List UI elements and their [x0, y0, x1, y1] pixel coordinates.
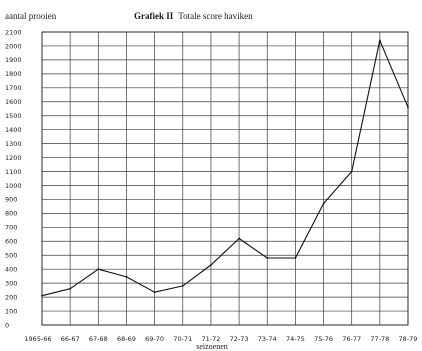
data-point	[97, 268, 100, 271]
y-tick-label: 1700	[5, 84, 22, 92]
y-tick-label: 900	[5, 196, 17, 204]
y-tick-label: 1600	[5, 98, 22, 106]
plot-frame	[41, 31, 409, 326]
y-tick-label: 1000	[5, 182, 22, 190]
x-tick-label: 69-70	[145, 335, 164, 343]
x-tick-labels: 1965-66 66-67 67-68 68-69 69-70 70-71 71-72 72-…	[24, 335, 417, 343]
x-axis-label: seizoenen	[196, 342, 228, 351]
y-tick-labels: 0 100 200 300 400 500 600 700 800 900 1000 1100 1200…	[5, 28, 22, 329]
x-tick-label: 70-71	[173, 335, 192, 343]
series-line	[41, 39, 409, 297]
data-point	[266, 257, 269, 259]
y-tick-label: 2000	[5, 42, 22, 50]
y-tick-label: 800	[5, 210, 17, 218]
x-tick-label: 71-72	[201, 335, 220, 343]
data-point	[210, 264, 212, 266]
data-point	[238, 237, 240, 240]
y-tick-label: 400	[5, 265, 17, 273]
grid	[41, 31, 409, 326]
y-tick-label: 200	[5, 293, 17, 301]
chart-title: Totale score haviken	[178, 11, 253, 21]
data-point	[153, 291, 156, 294]
chart-title-prefix: Grafiek II	[134, 11, 174, 21]
x-tick-label: 66-67	[61, 335, 80, 343]
x-tick-label: 72-73	[230, 335, 249, 343]
data-point	[69, 287, 72, 290]
x-tick-label: 78-79	[399, 335, 418, 343]
y-tick-label: 0	[5, 321, 9, 329]
y-tick-label: 1300	[5, 140, 22, 148]
data-point	[350, 170, 353, 173]
x-tick-label: 74-75	[286, 335, 305, 343]
x-tick-label: 75-76	[314, 335, 333, 343]
y-tick-label: 1500	[5, 112, 22, 120]
y-axis-label: aantal prooien	[5, 11, 57, 21]
y-tick-label: 1100	[5, 168, 22, 176]
data-point	[125, 275, 128, 278]
y-tick-label: 1400	[5, 126, 22, 134]
x-tick-label: 76-77	[342, 335, 361, 343]
y-tick-label: 600	[5, 238, 17, 246]
x-tick-label: 67-68	[89, 335, 108, 343]
y-tick-label: 300	[5, 279, 17, 287]
series-layer	[41, 39, 409, 297]
x-tick-label: 1965-66	[24, 335, 51, 343]
y-tick-label: 1900	[5, 56, 22, 64]
data-point	[378, 39, 381, 42]
y-tick-label: 1800	[5, 70, 22, 78]
y-tick-label: 1200	[5, 154, 22, 162]
y-tick-label: 700	[5, 224, 17, 232]
y-tick-label: 500	[5, 252, 17, 260]
x-tick-label: 73-74	[258, 335, 277, 343]
x-tick-label: 77-78	[370, 335, 389, 343]
y-tick-label: 2100	[5, 28, 22, 36]
data-point	[181, 285, 184, 287]
data-point	[294, 257, 297, 259]
x-tick-label: 68-69	[117, 335, 136, 343]
data-point	[322, 202, 325, 205]
y-tick-label: 100	[5, 307, 17, 315]
